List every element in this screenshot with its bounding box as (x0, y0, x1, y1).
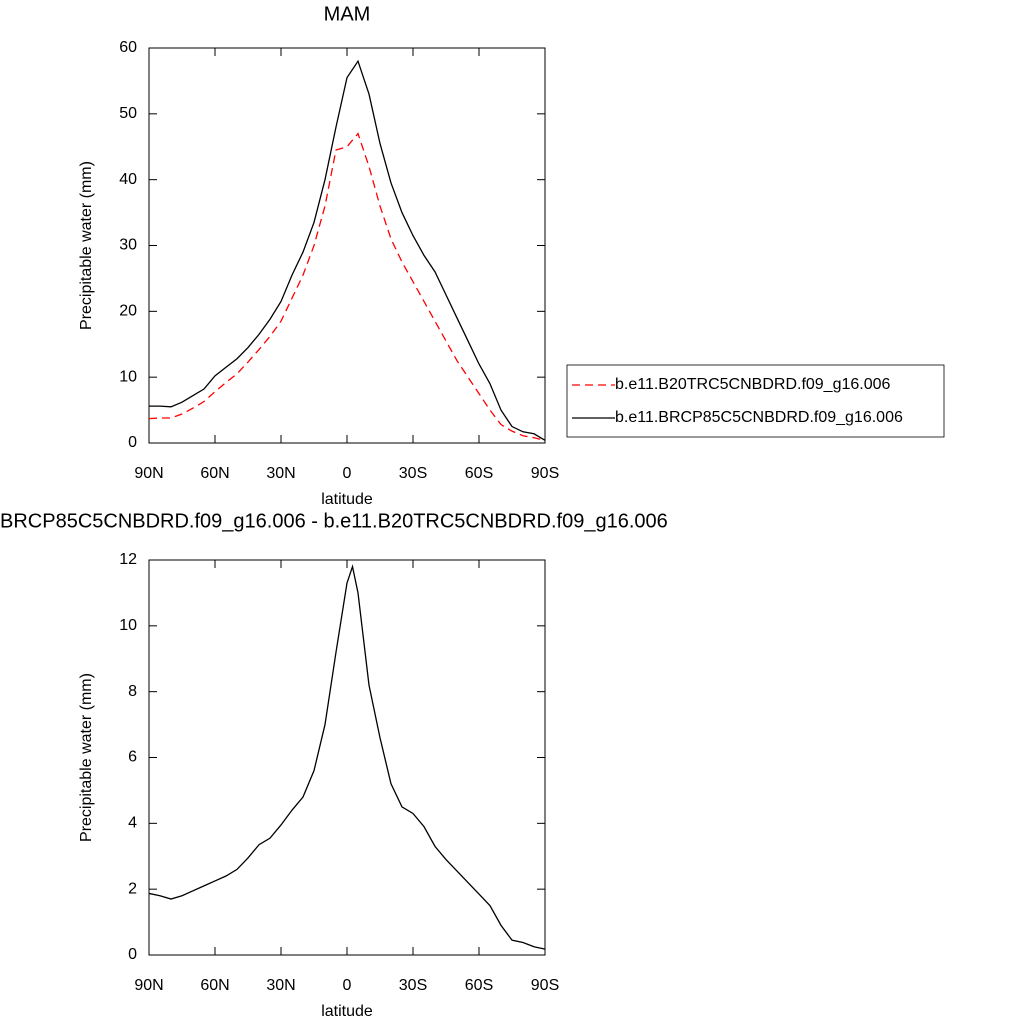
data-line (148, 564, 546, 950)
x-tick-label: 30N (266, 465, 295, 482)
x-tick-label: 90N (134, 977, 163, 994)
x-tick-label: 30S (399, 977, 427, 994)
x-tick-label: 60N (200, 465, 229, 482)
y-tick-label: 10 (119, 617, 137, 634)
y-tick-label: 30 (119, 237, 137, 254)
x-tick-label: 30N (266, 977, 295, 994)
chart-title: BRCP85C5CNBDRD.f09_g16.006 - b.e11.B20TR… (0, 510, 668, 532)
x-tick-label: 0 (343, 465, 352, 482)
y-tick-label: 12 (119, 551, 137, 568)
y-tick-label: 50 (119, 105, 137, 122)
x-axis-label: latitude (321, 491, 373, 508)
x-axis-label: latitude (321, 1003, 373, 1020)
y-tick-label: 20 (119, 303, 137, 320)
x-tick-label: 90N (134, 465, 163, 482)
x-tick-label: 30S (399, 465, 427, 482)
x-tick-label: 60N (200, 977, 229, 994)
data-line (149, 59, 546, 441)
y-axis-label: Precipitable water (mm) (78, 161, 95, 330)
legend-box (566, 364, 945, 438)
y-tick-label: 4 (128, 815, 137, 832)
plot-frame (148, 559, 546, 956)
x-tick-label: 90S (531, 465, 559, 482)
data-line (148, 132, 546, 441)
y-tick-label: 0 (128, 946, 137, 963)
legend-label: b.e11.BRCP85C5CNBDRD.f09_g16.006 (615, 409, 903, 426)
y-tick-label: 6 (128, 749, 137, 766)
y-tick-label: 8 (128, 683, 137, 700)
y-tick-label: 2 (128, 880, 137, 897)
y-tick-label: 0 (128, 434, 137, 451)
y-tick-label: 60 (119, 39, 137, 56)
legend-label: b.e11.B20TRC5CNBDRD.f09_g16.006 (615, 376, 891, 393)
y-tick-label: 10 (119, 368, 137, 385)
y-axis-label: Precipitable water (mm) (78, 673, 95, 842)
x-tick-label: 60S (465, 977, 493, 994)
y-tick-label: 40 (119, 171, 137, 188)
x-tick-label: 90S (531, 977, 559, 994)
x-tick-label: 60S (465, 465, 493, 482)
x-tick-label: 0 (343, 977, 352, 994)
chart-title: MAM (324, 3, 371, 25)
